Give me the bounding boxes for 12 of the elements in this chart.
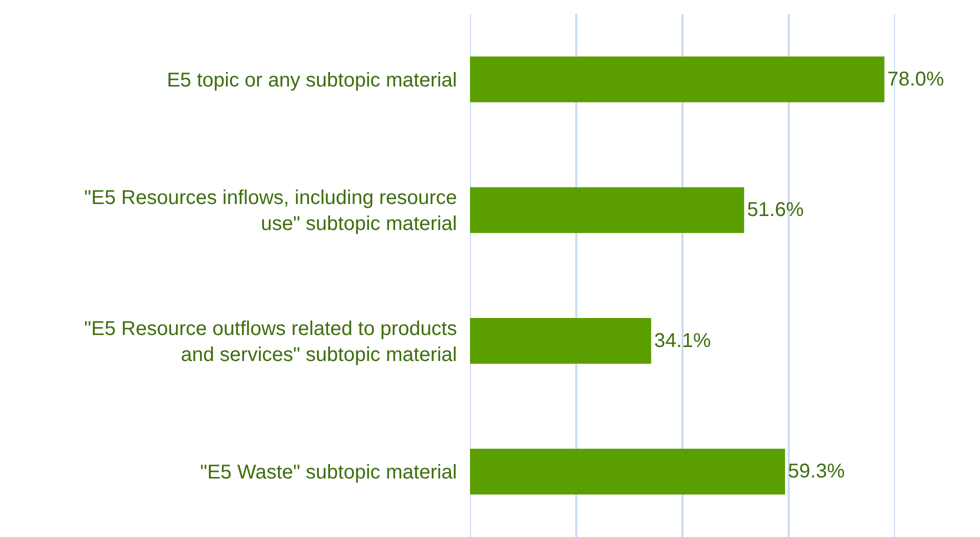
data-label: 78.0% [887, 68, 944, 90]
data-label: 51.6% [747, 199, 804, 222]
data-label: 59.3% [788, 460, 845, 483]
bar [470, 56, 884, 102]
data-label: 34.1% [654, 330, 712, 352]
y-tick-label: "E5 Resources inflows, including resource use" subtopic material [84, 187, 457, 236]
bar [470, 318, 652, 364]
y-tick-label: "E5 Waste" subtopic material [200, 462, 457, 484]
bar [470, 187, 744, 234]
bar [470, 448, 786, 495]
y-tick-label: E5 topic or any subtopic material [166, 69, 457, 92]
y-tick-label: "E5 Resource outflows related to products and services" subtopic material [84, 318, 457, 366]
